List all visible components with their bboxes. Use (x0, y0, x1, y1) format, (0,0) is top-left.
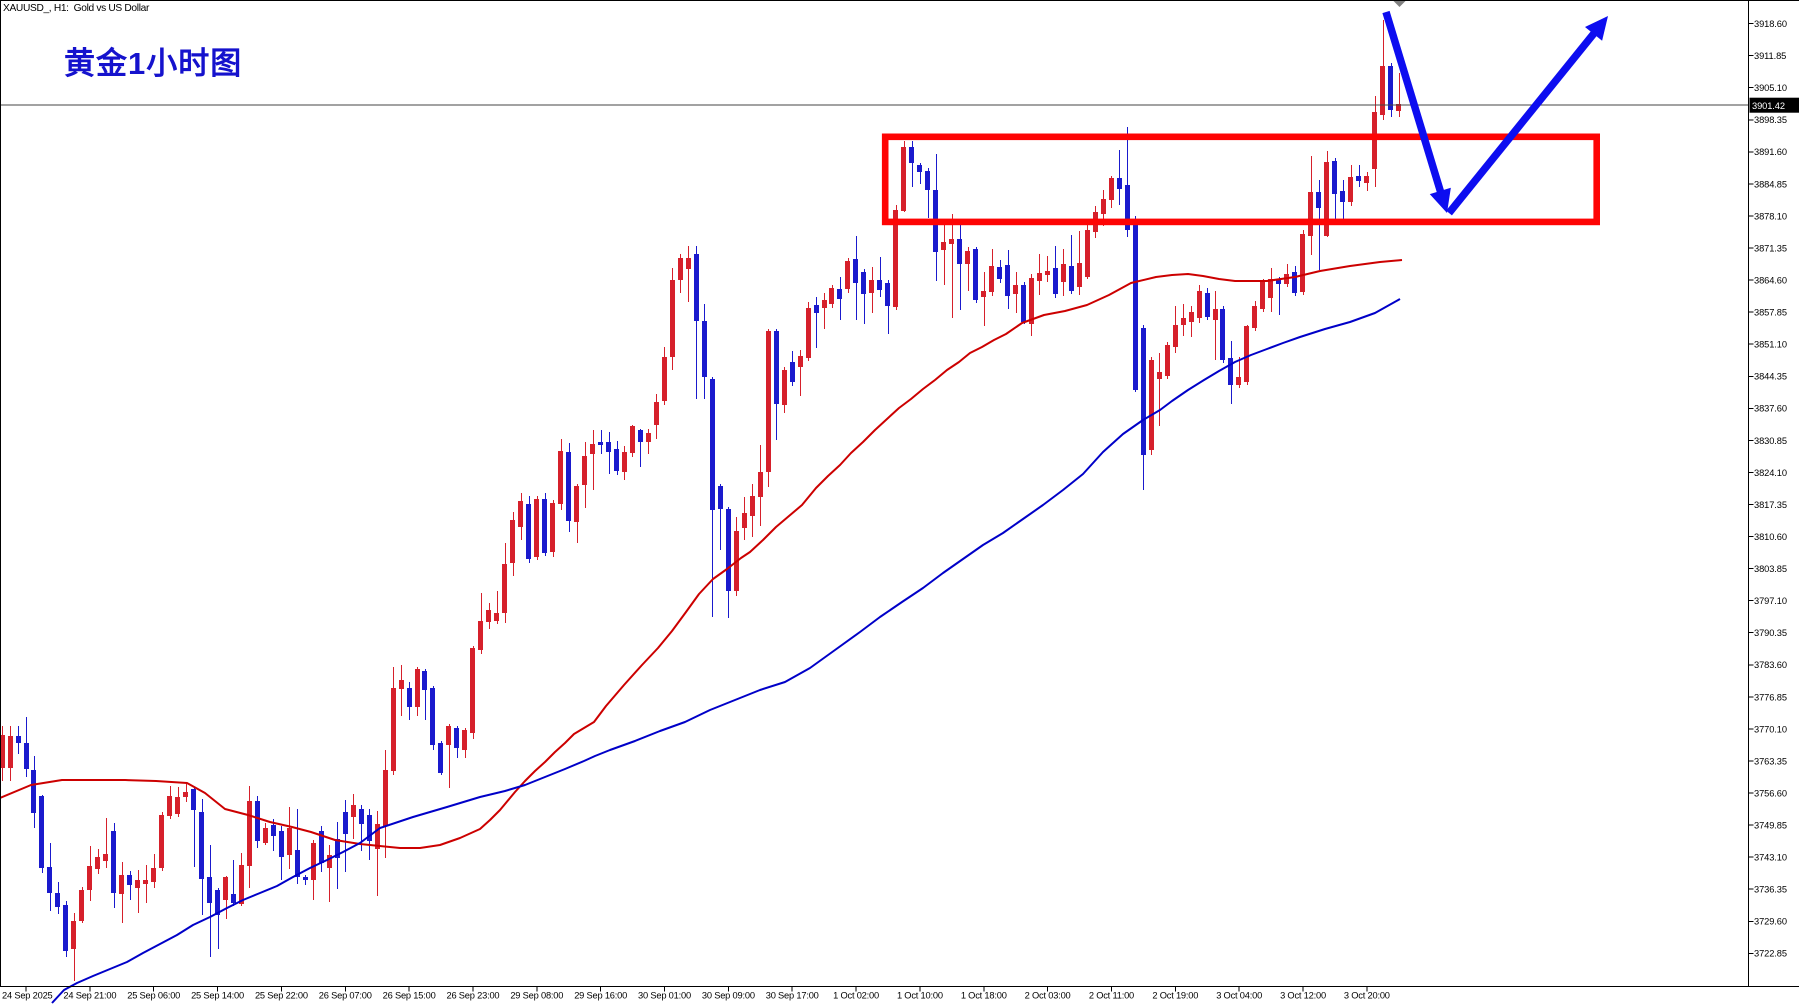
svg-text:3756.60: 3756.60 (1754, 788, 1787, 798)
svg-text:3 Oct 12:00: 3 Oct 12:00 (1280, 991, 1326, 1001)
svg-text:3891.60: 3891.60 (1754, 147, 1787, 157)
svg-text:3864.60: 3864.60 (1754, 275, 1787, 285)
svg-text:3 Oct 04:00: 3 Oct 04:00 (1216, 991, 1262, 1001)
svg-text:1 Oct 02:00: 1 Oct 02:00 (833, 991, 879, 1001)
svg-text:3844.35: 3844.35 (1754, 372, 1787, 382)
svg-text:30 Sep 17:00: 30 Sep 17:00 (766, 991, 819, 1001)
svg-text:3749.85: 3749.85 (1754, 821, 1787, 831)
svg-text:3722.85: 3722.85 (1754, 949, 1787, 959)
svg-text:3830.85: 3830.85 (1754, 436, 1787, 446)
svg-text:1 Oct 10:00: 1 Oct 10:00 (897, 991, 943, 1001)
svg-text:30 Sep 01:00: 30 Sep 01:00 (638, 991, 691, 1001)
svg-text:24 Sep 2025: 24 Sep 2025 (2, 991, 53, 1001)
svg-text:3898.35: 3898.35 (1754, 115, 1787, 125)
svg-text:3763.35: 3763.35 (1754, 756, 1787, 766)
svg-text:25 Sep 22:00: 25 Sep 22:00 (255, 991, 308, 1001)
svg-text:XAUUSD_, H1: Gold vs US Dolla: XAUUSD_, H1: Gold vs US Dollar (3, 3, 150, 14)
svg-text:3790.35: 3790.35 (1754, 628, 1787, 638)
svg-text:3736.35: 3736.35 (1754, 885, 1787, 895)
svg-text:3857.85: 3857.85 (1754, 308, 1787, 318)
svg-text:25 Sep 14:00: 25 Sep 14:00 (191, 991, 244, 1001)
svg-text:26 Sep 15:00: 26 Sep 15:00 (383, 991, 436, 1001)
svg-text:29 Sep 16:00: 29 Sep 16:00 (574, 991, 627, 1001)
svg-text:黄金1小时图: 黄金1小时图 (64, 46, 242, 81)
svg-text:3743.10: 3743.10 (1754, 853, 1787, 863)
svg-text:26 Sep 23:00: 26 Sep 23:00 (446, 991, 499, 1001)
svg-text:30 Sep 09:00: 30 Sep 09:00 (702, 991, 755, 1001)
svg-text:24 Sep 21:00: 24 Sep 21:00 (63, 991, 116, 1001)
svg-text:3871.35: 3871.35 (1754, 243, 1787, 253)
svg-text:3817.35: 3817.35 (1754, 500, 1787, 510)
svg-text:25 Sep 06:00: 25 Sep 06:00 (127, 991, 180, 1001)
svg-text:2 Oct 19:00: 2 Oct 19:00 (1152, 991, 1198, 1001)
svg-text:2 Oct 03:00: 2 Oct 03:00 (1025, 991, 1071, 1001)
svg-text:26 Sep 07:00: 26 Sep 07:00 (319, 991, 372, 1001)
svg-text:3729.60: 3729.60 (1754, 917, 1787, 927)
svg-text:3803.85: 3803.85 (1754, 564, 1787, 574)
svg-text:3851.10: 3851.10 (1754, 340, 1787, 350)
svg-text:1 Oct 18:00: 1 Oct 18:00 (961, 991, 1007, 1001)
svg-text:3837.60: 3837.60 (1754, 404, 1787, 414)
svg-text:3797.10: 3797.10 (1754, 596, 1787, 606)
svg-text:29 Sep 08:00: 29 Sep 08:00 (510, 991, 563, 1001)
svg-text:3911.85: 3911.85 (1754, 51, 1786, 61)
svg-text:3810.60: 3810.60 (1754, 532, 1787, 542)
svg-text:3878.10: 3878.10 (1754, 211, 1787, 221)
svg-text:3770.10: 3770.10 (1754, 724, 1787, 734)
svg-text:2 Oct 11:00: 2 Oct 11:00 (1089, 991, 1134, 1001)
svg-text:3824.10: 3824.10 (1754, 468, 1787, 478)
svg-text:3884.85: 3884.85 (1754, 179, 1787, 189)
svg-text:3901.42: 3901.42 (1752, 101, 1785, 111)
svg-text:3783.60: 3783.60 (1754, 660, 1787, 670)
svg-text:3918.60: 3918.60 (1754, 19, 1787, 29)
svg-text:3905.10: 3905.10 (1754, 83, 1787, 93)
svg-text:3 Oct 20:00: 3 Oct 20:00 (1344, 991, 1390, 1001)
svg-text:3776.85: 3776.85 (1754, 692, 1787, 702)
